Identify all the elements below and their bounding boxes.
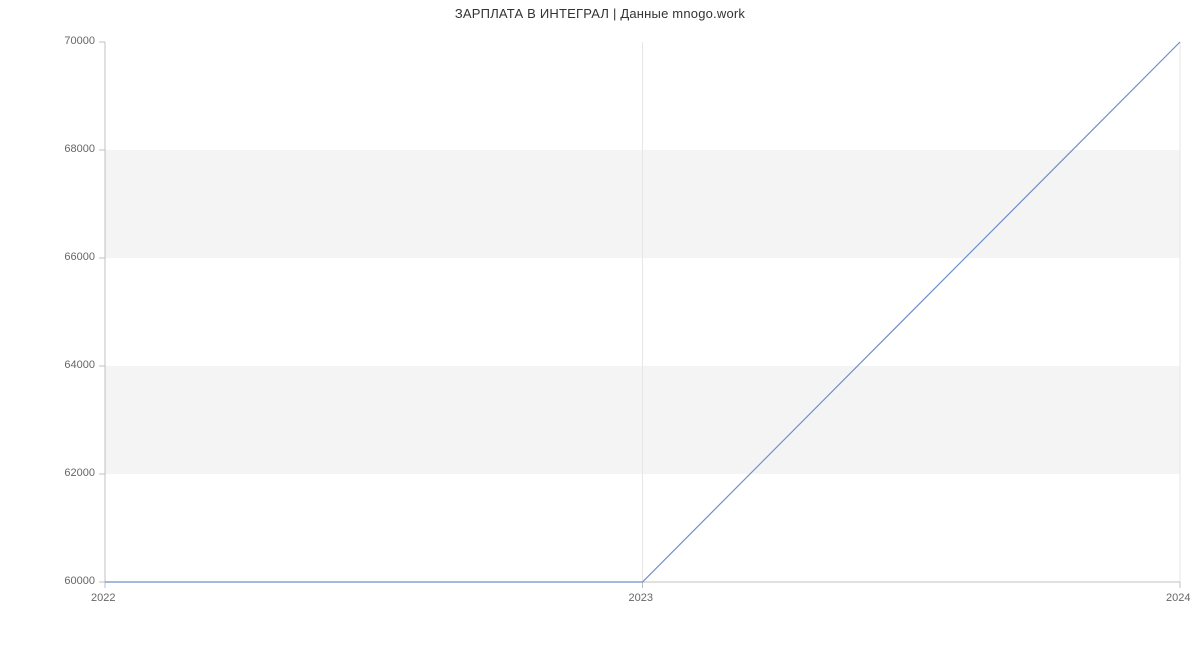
x-tick-label: 2022 xyxy=(91,592,115,604)
chart-title: ЗАРПЛАТА В ИНТЕГРАЛ | Данные mnogo.work xyxy=(0,6,1200,21)
x-tick-label: 2024 xyxy=(1166,592,1190,604)
x-tick-label: 2023 xyxy=(629,592,653,604)
y-tick-label: 62000 xyxy=(64,467,95,479)
chart-plot-area xyxy=(105,42,1180,582)
y-tick-label: 64000 xyxy=(64,359,95,371)
y-tick-label: 66000 xyxy=(64,251,95,263)
y-tick-label: 60000 xyxy=(64,575,95,587)
y-tick-label: 70000 xyxy=(64,35,95,47)
salary-line-chart: ЗАРПЛАТА В ИНТЕГРАЛ | Данные mnogo.work … xyxy=(0,0,1200,650)
y-tick-label: 68000 xyxy=(64,143,95,155)
